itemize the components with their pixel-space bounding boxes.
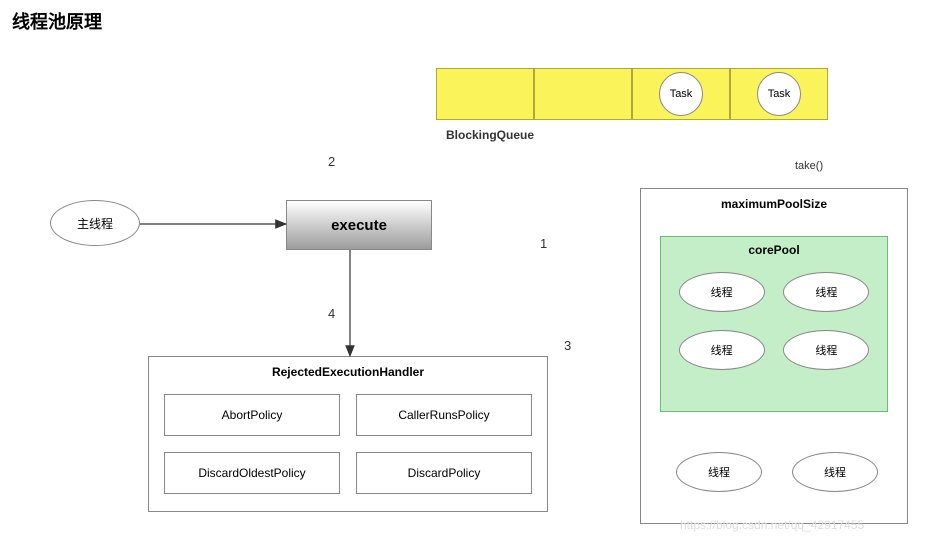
- blocking-queue-label: BlockingQueue: [446, 128, 534, 142]
- task-node: Task: [659, 72, 703, 116]
- edge-label-4: 4: [328, 306, 335, 321]
- policy-box: CallerRunsPolicy: [356, 394, 532, 436]
- edge-label-1: 1: [540, 236, 547, 251]
- execute-label: execute: [331, 217, 387, 234]
- main-thread-label: 主线程: [77, 215, 113, 232]
- execute-node: execute: [286, 200, 432, 250]
- page-title: 线程池原理: [12, 8, 102, 34]
- core-pool-box: corePool: [660, 236, 888, 412]
- watermark: https://blog.csdn.net/qq_42917455: [680, 518, 864, 532]
- queue-cell: [534, 68, 632, 120]
- thread-label: 线程: [711, 284, 733, 300]
- core-thread-node: 线程: [783, 272, 869, 312]
- core-thread-node: 线程: [679, 330, 765, 370]
- main-thread-node: 主线程: [50, 200, 140, 246]
- thread-label: 线程: [824, 464, 846, 480]
- policy-label: DiscardPolicy: [408, 466, 481, 480]
- take-label: take(): [795, 160, 823, 172]
- edge-label-3: 3: [564, 338, 571, 353]
- thread-label: 线程: [815, 284, 837, 300]
- policy-label: CallerRunsPolicy: [398, 408, 489, 422]
- max-pool-label: maximumPoolSize: [721, 197, 827, 211]
- thread-label: 线程: [711, 342, 733, 358]
- policy-label: DiscardOldestPolicy: [198, 466, 305, 480]
- task-node: Task: [757, 72, 801, 116]
- task-label: Task: [768, 88, 791, 100]
- queue-cell: [436, 68, 534, 120]
- policy-box: AbortPolicy: [164, 394, 340, 436]
- core-thread-node: 线程: [783, 330, 869, 370]
- task-label: Task: [670, 88, 693, 100]
- core-thread-node: 线程: [679, 272, 765, 312]
- thread-label: 线程: [708, 464, 730, 480]
- policy-label: AbortPolicy: [222, 408, 283, 422]
- thread-label: 线程: [815, 342, 837, 358]
- core-pool-label: corePool: [748, 243, 799, 257]
- outer-thread-node: 线程: [792, 452, 878, 492]
- rejected-handler-label: RejectedExecutionHandler: [272, 365, 424, 379]
- outer-thread-node: 线程: [676, 452, 762, 492]
- policy-box: DiscardOldestPolicy: [164, 452, 340, 494]
- policy-box: DiscardPolicy: [356, 452, 532, 494]
- edge-label-2: 2: [328, 154, 335, 169]
